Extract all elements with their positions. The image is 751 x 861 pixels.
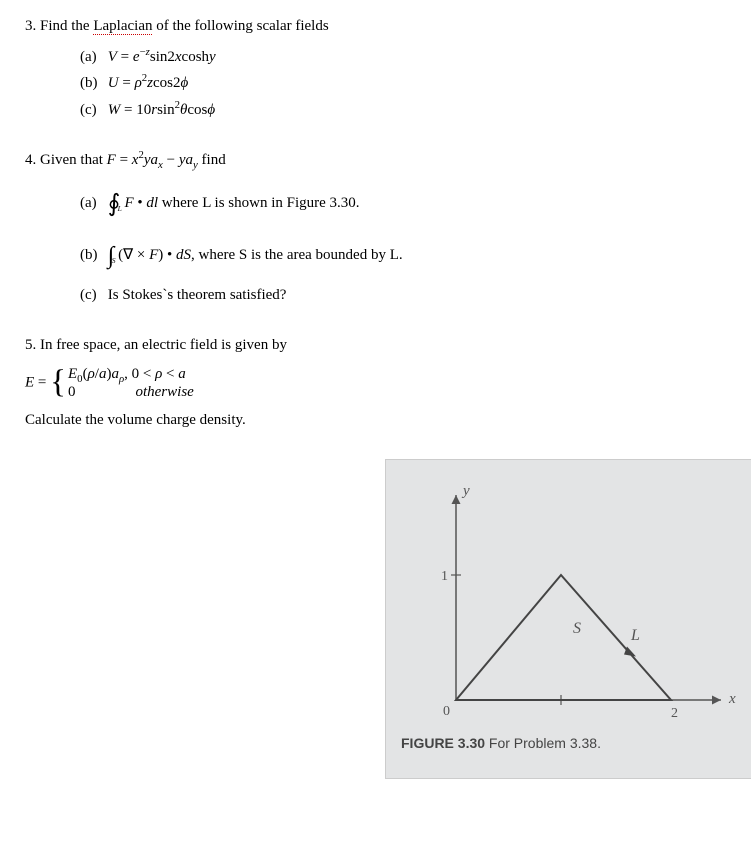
svg-text:S: S xyxy=(573,620,581,637)
problem-5-number: 5. xyxy=(25,337,36,353)
figure-caption: FIGURE 3.30 For Problem 3.38. xyxy=(401,733,739,754)
problem-4-items: (a) ∮LF • dl where L is shown in Figure … xyxy=(80,180,726,307)
problem-3-number: 3. xyxy=(25,18,36,34)
problem-5-title: 5. In free space, an electric field is g… xyxy=(25,334,726,357)
label-3a: (a) xyxy=(80,46,104,69)
problem-4b: (b) ∫S(∇ × F) • dS, where S is the area … xyxy=(80,232,726,280)
svg-text:2: 2 xyxy=(671,706,678,721)
piecewise: { E0(ρ/a)aρ, 0 < ρ < a 0 otherwise xyxy=(50,365,194,401)
problem-3b: (b) U = ρ2zcos2ϕ xyxy=(80,72,726,95)
expr-4b: ∫S(∇ × F) • dS, where S is the area boun… xyxy=(108,247,403,263)
problem-3: 3. Find the Laplacian of the following s… xyxy=(25,15,726,121)
piecewise-row-1: E0(ρ/a)aρ, 0 < ρ < a xyxy=(68,365,194,383)
problem-4c: (c) Is Stokes`s theorem satisfied? xyxy=(80,284,726,307)
svg-text:L: L xyxy=(630,627,640,644)
figure-caption-bold: FIGURE 3.30 xyxy=(401,735,485,751)
expr-4a: ∮LF • dl where L is shown in Figure 3.30… xyxy=(108,195,360,211)
figure-plot: 1 y x 0 2 S L xyxy=(401,475,741,725)
label-3c: (c) xyxy=(80,99,104,122)
label-4c: (c) xyxy=(80,284,104,307)
given-4: Given that F = x2yax − yay find xyxy=(36,152,225,168)
expr-3c: W = 10rsin2θcosϕ xyxy=(108,102,215,118)
expr-3a: V = e−zsin2xcoshy xyxy=(108,49,216,65)
label-3b: (b) xyxy=(80,72,104,95)
svg-text:1: 1 xyxy=(441,569,448,584)
text-4c: Is Stokes`s theorem satisfied? xyxy=(108,287,287,303)
problem-5-equation: E = { E0(ρ/a)aρ, 0 < ρ < a 0 otherwise xyxy=(25,365,726,401)
piecewise-rows: E0(ρ/a)aρ, 0 < ρ < a 0 otherwise xyxy=(68,365,194,401)
expr-3b: U = ρ2zcos2ϕ xyxy=(108,75,189,91)
title-post: of the following scalar fields xyxy=(152,18,328,34)
laplacian-word: Laplacian xyxy=(93,18,152,35)
problem-4: 4. Given that F = x2yax − yay find (a) ∮… xyxy=(25,149,726,306)
title-pre: Find the xyxy=(36,18,93,34)
problem-3-title: 3. Find the Laplacian of the following s… xyxy=(25,15,726,38)
label-4a: (a) xyxy=(80,188,104,218)
problem-4a: (a) ∮LF • dl where L is shown in Figure … xyxy=(80,180,726,228)
problem-3a: (a) V = e−zsin2xcoshy xyxy=(80,46,726,69)
problem-4-number: 4. xyxy=(25,152,36,168)
figure-3-30: 1 y x 0 2 S L FIGURE 3.30 For Problem 3.38. xyxy=(385,459,751,779)
svg-text:0: 0 xyxy=(443,704,450,719)
problem-3-items: (a) V = e−zsin2xcoshy (b) U = ρ2zcos2ϕ (… xyxy=(80,46,726,122)
eq-lhs: E = xyxy=(25,374,50,390)
problem-4-title: 4. Given that F = x2yax − yay find xyxy=(25,149,726,172)
svg-text:x: x xyxy=(728,691,736,707)
brace-icon: { xyxy=(50,368,66,398)
figure-caption-rest: For Problem 3.38. xyxy=(485,735,601,751)
problem-3c: (c) W = 10rsin2θcosϕ xyxy=(80,99,726,122)
svg-text:y: y xyxy=(461,483,470,499)
intro-5: In free space, an electric field is give… xyxy=(36,337,287,353)
piecewise-row-2: 0 otherwise xyxy=(68,383,194,401)
problem-5: 5. In free space, an electric field is g… xyxy=(25,334,726,431)
label-4b: (b) xyxy=(80,240,104,270)
calc-5: Calculate the volume charge density. xyxy=(25,409,726,432)
